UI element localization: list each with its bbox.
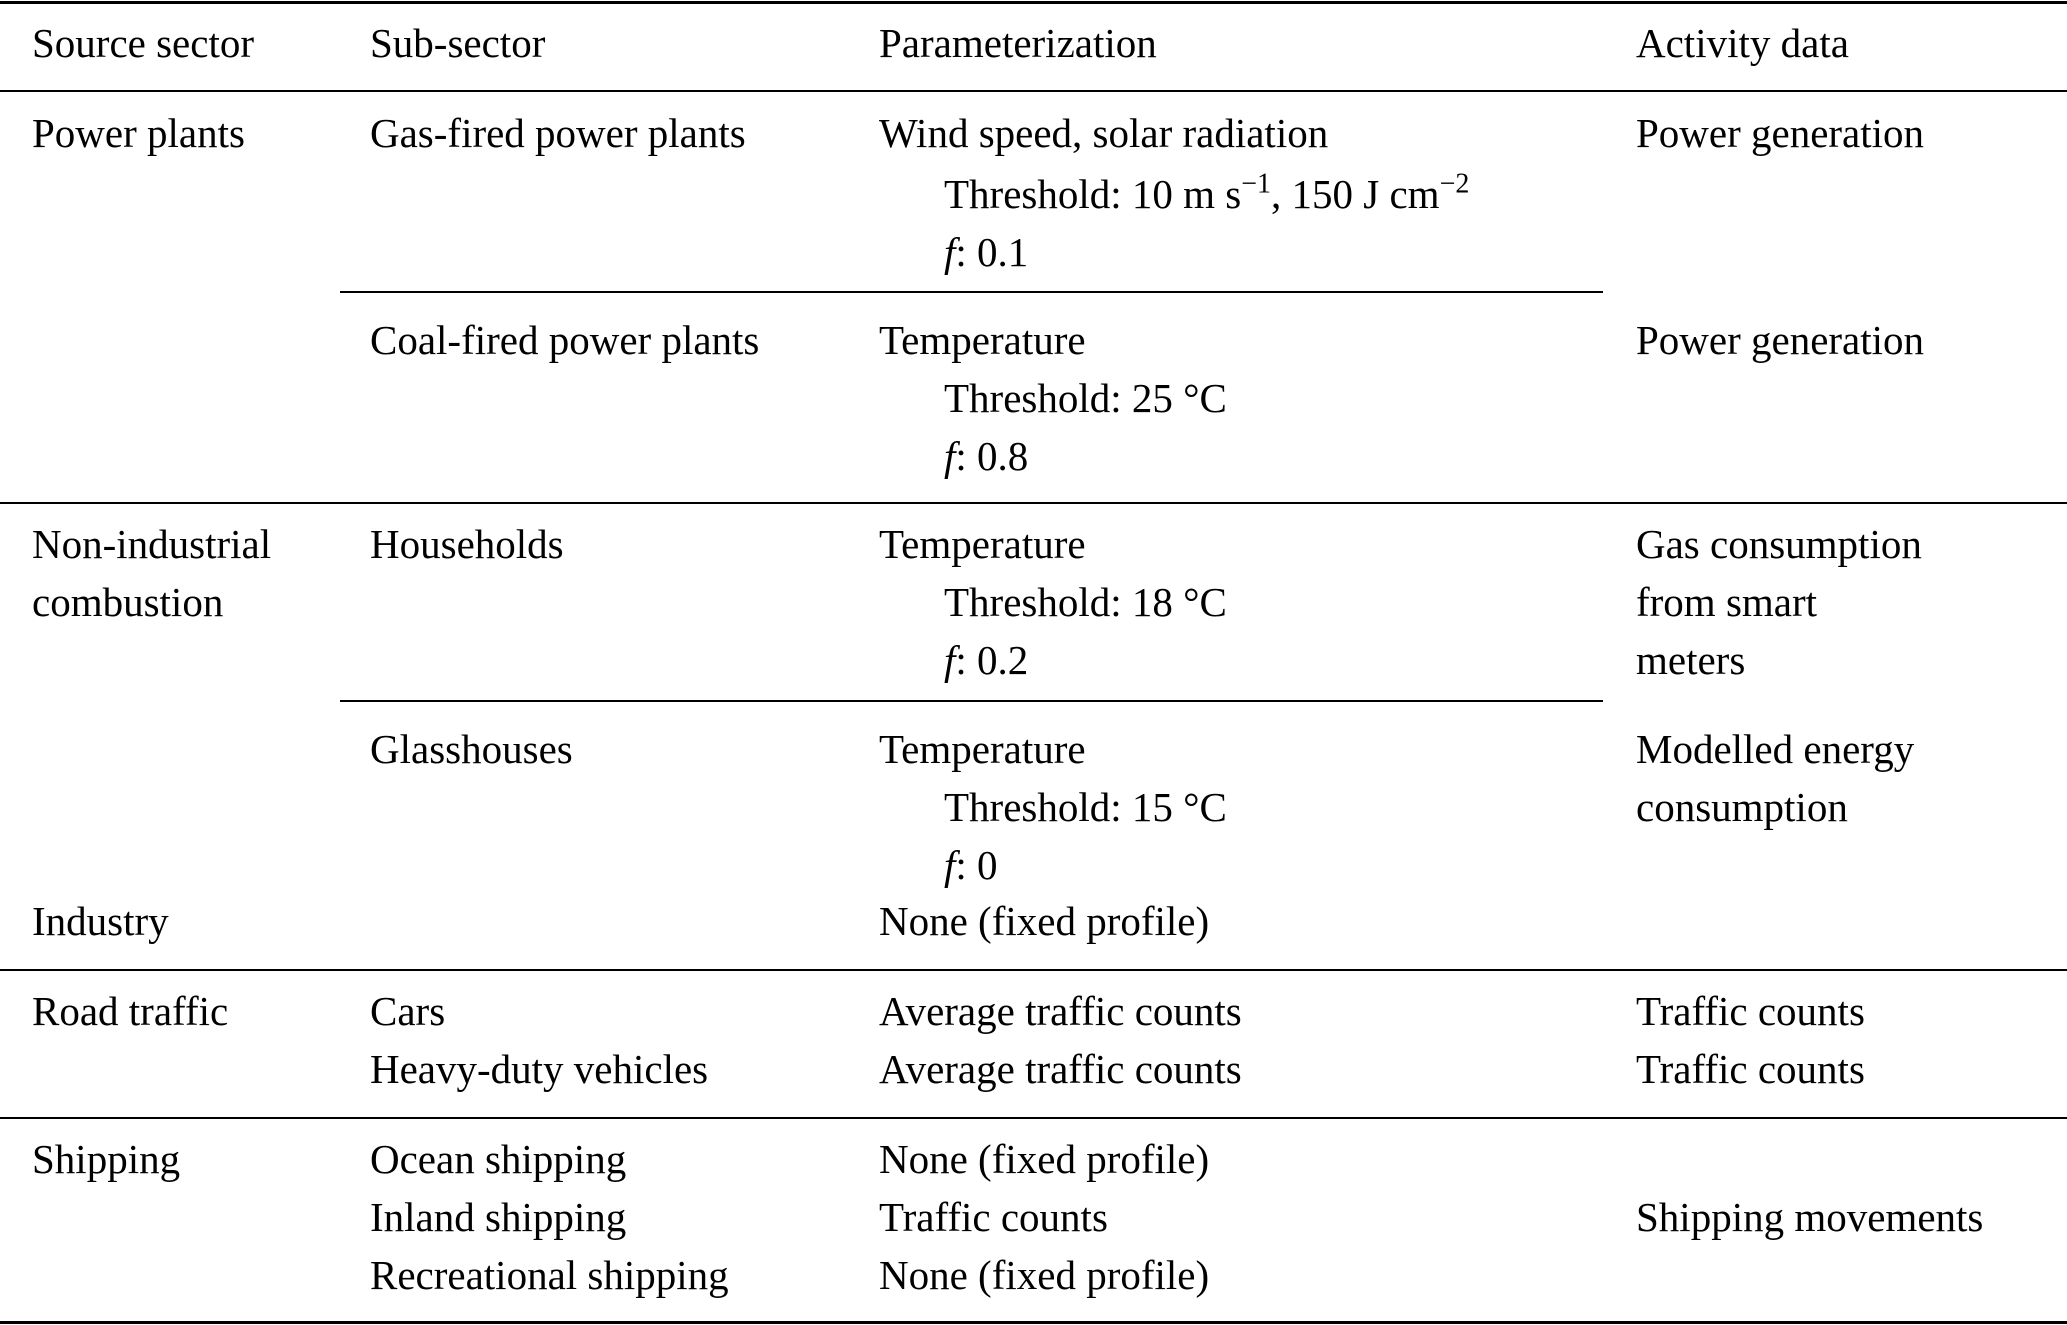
param-cell: Wind speed, solar radiation — [879, 110, 1329, 156]
sub-sector-cell: Recreational shipping — [370, 1252, 729, 1298]
header-activity-data: Activity data — [1636, 20, 1849, 66]
sub-sector-cell: Glasshouses — [370, 726, 573, 772]
sector-cell: Non-industrial — [32, 521, 272, 567]
sector-cell: Power plants — [32, 110, 245, 156]
f-cell: f: 0.2 — [944, 631, 1028, 689]
sector-cell: Road traffic — [32, 988, 229, 1034]
exponent: −2 — [1439, 168, 1470, 200]
activity-cell: consumption — [1636, 784, 1848, 830]
f-cell: f: 0.1 — [944, 223, 1028, 281]
top-rule — [0, 1, 2067, 4]
section-rule — [0, 969, 2067, 971]
activity-cell: Gas consumption — [1636, 521, 1922, 567]
param-cell: None (fixed profile) — [879, 1252, 1210, 1298]
param-cell: Average traffic counts — [879, 988, 1242, 1034]
sector-cell: Shipping — [32, 1136, 181, 1182]
activity-cell: Traffic counts — [1636, 1046, 1865, 1092]
threshold-cell: Threshold: 15 °C — [944, 784, 1227, 830]
f-cell: f: 0.8 — [944, 427, 1028, 485]
sub-sector-cell: Inland shipping — [370, 1194, 627, 1240]
sub-sector-cell: Coal-fired power plants — [370, 317, 760, 363]
sector-cell: combustion — [32, 579, 224, 625]
header-sub-sector: Sub-sector — [370, 20, 546, 66]
param-cell: Average traffic counts — [879, 1046, 1242, 1092]
f-label: f — [944, 433, 956, 479]
f-value: : 0.1 — [955, 229, 1029, 275]
param-cell: Temperature — [879, 726, 1086, 772]
f-cell: f: 0 — [944, 836, 998, 894]
param-cell: Temperature — [879, 521, 1086, 567]
activity-cell: meters — [1636, 637, 1746, 683]
sub-sector-cell: Cars — [370, 988, 446, 1034]
activity-cell: Power generation — [1636, 317, 1925, 363]
header-source-sector: Source sector — [32, 20, 254, 66]
bottom-rule — [0, 1321, 2067, 1324]
activity-cell: Modelled energy — [1636, 726, 1915, 772]
sector-cell: Industry — [32, 898, 169, 944]
f-value: : 0 — [955, 842, 998, 888]
f-value: : 0.8 — [955, 433, 1029, 479]
sub-sector-cell: Gas-fired power plants — [370, 110, 746, 156]
f-label: f — [944, 229, 956, 275]
threshold-text: Threshold: 10 m s — [944, 171, 1242, 217]
threshold-text: , 150 J cm — [1271, 171, 1440, 217]
row-divider — [340, 700, 1603, 702]
header-parameterization: Parameterization — [879, 20, 1157, 66]
param-cell: None (fixed profile) — [879, 898, 1210, 944]
param-cell: None (fixed profile) — [879, 1136, 1210, 1182]
param-cell: Traffic counts — [879, 1194, 1108, 1240]
activity-cell: from smart — [1636, 579, 1818, 625]
section-rule — [0, 502, 2067, 504]
f-value: : 0.2 — [955, 637, 1029, 683]
exponent: −1 — [1241, 168, 1272, 200]
section-rule — [0, 1117, 2067, 1119]
sub-sector-cell: Heavy-duty vehicles — [370, 1046, 709, 1092]
activity-cell: Shipping movements — [1636, 1194, 1984, 1240]
header-rule — [0, 90, 2067, 92]
threshold-cell: Threshold: 25 °C — [944, 375, 1227, 421]
activity-cell: Traffic counts — [1636, 988, 1865, 1034]
row-divider — [340, 291, 1603, 293]
param-cell: Temperature — [879, 317, 1086, 363]
f-label: f — [944, 637, 956, 683]
activity-cell: Power generation — [1636, 110, 1925, 156]
f-label: f — [944, 842, 956, 888]
threshold-cell: Threshold: 10 m s−1, 150 J cm−2 — [944, 165, 1469, 223]
threshold-cell: Threshold: 18 °C — [944, 579, 1227, 625]
sub-sector-cell: Households — [370, 521, 564, 567]
sub-sector-cell: Ocean shipping — [370, 1136, 627, 1182]
